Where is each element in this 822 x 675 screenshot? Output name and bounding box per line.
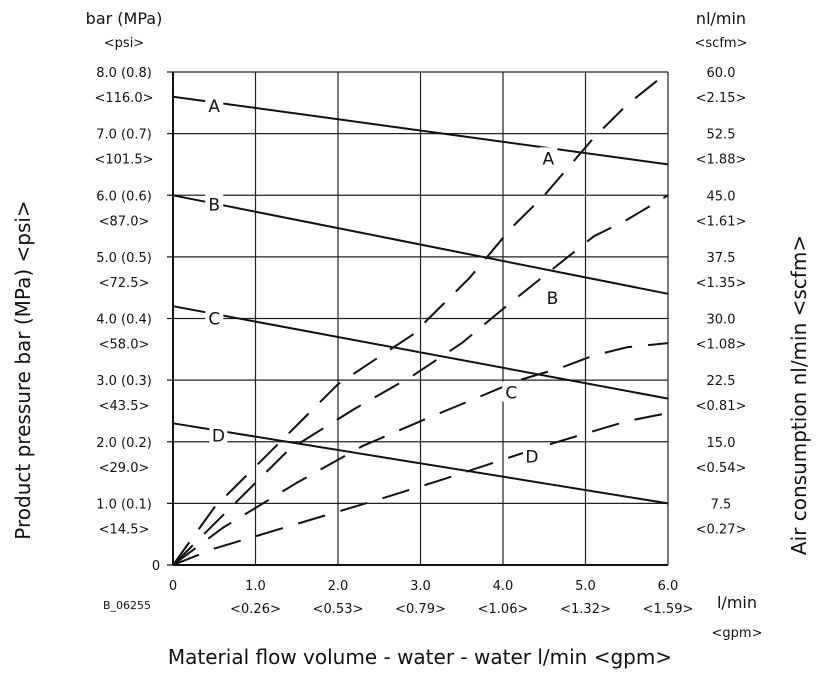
series-lines [172, 71, 669, 566]
series-label-air-consumption-d: D [525, 448, 538, 468]
series-label-pressure-d: D [212, 427, 225, 447]
x-tick-label: 3.0 [410, 579, 431, 594]
x-tick-label: 6.0 [658, 579, 679, 594]
series-label-air-consumption-a: A [543, 149, 555, 169]
series-line-air-consumption-b [172, 194, 669, 566]
series-line-air-consumption-a [172, 71, 669, 566]
right-tick-sublabel: <0.81> [696, 399, 747, 414]
right-tick-sublabel: <0.54> [696, 461, 747, 476]
right-axis-title: Air consumption nl/min <scfm> [787, 235, 811, 555]
left-axis-unit-primary: bar (MPa) [86, 9, 163, 28]
figure-id: B_06255 [103, 599, 151, 612]
left-tick-label: 7.0 (0.7) [96, 128, 152, 143]
left-axis-title: Product pressure bar (MPa) <psi> [11, 200, 35, 539]
grid-lines [173, 71, 669, 565]
series-line-pressure-b [172, 194, 669, 295]
right-tick-label: 45.0 [707, 189, 736, 204]
left-tick-sublabel: <72.5> [99, 276, 150, 291]
x-tick-sublabel: <0.26> [230, 602, 281, 617]
series-label-backdrop [205, 94, 224, 115]
x-tick-label: 0 [169, 579, 177, 594]
x-tick-label: 5.0 [575, 579, 596, 594]
series-label-backdrop [502, 381, 521, 402]
x-tick-sublabel: <0.79> [395, 602, 446, 617]
right-tick-sublabel: <1.35> [696, 276, 747, 291]
right-tick-label: 15.0 [707, 436, 736, 451]
series-label-pressure-a: A [208, 97, 220, 117]
x-tick-sublabel: <1.32> [560, 602, 611, 617]
series-line-air-consumption-d [172, 412, 669, 566]
series-label-air-consumption-c: C [505, 383, 517, 403]
x-tick-sublabel: <1.59> [643, 602, 694, 617]
left-tick-sublabel: <58.0> [99, 338, 150, 353]
left-tick-label: 2.0 (0.2) [96, 436, 152, 451]
left-tick-sublabel: <116.0> [94, 91, 153, 106]
left-tick-label: 1.0 (0.1) [96, 497, 152, 512]
series-label-backdrop [205, 193, 224, 214]
x-tick-label: 2.0 [328, 579, 349, 594]
series-label-backdrop [522, 445, 541, 466]
series-label-backdrop [205, 307, 224, 328]
right-axis-unit-secondary: <scfm> [695, 36, 748, 51]
right-tick-label: 37.5 [707, 251, 736, 266]
series-line-pressure-d [172, 422, 669, 505]
x-axis-title: Material flow volume - water - water l/m… [168, 645, 672, 669]
left-tick-sublabel: <43.5> [99, 399, 150, 414]
x-tick-label: 4.0 [493, 579, 514, 594]
right-tick-sublabel: <1.08> [696, 338, 747, 353]
right-tick-label: 60.0 [707, 66, 736, 81]
series-line-pressure-a [172, 95, 669, 166]
left-tick-label: 4.0 (0.4) [96, 313, 152, 328]
right-tick-label: 52.5 [707, 128, 736, 143]
right-tick-sublabel: <1.88> [696, 153, 747, 168]
right-tick-label: 30.0 [707, 313, 736, 328]
x-axis-unit-secondary: <gpm> [712, 626, 763, 641]
x-tick-label: 1.0 [245, 579, 266, 594]
left-axis-tick-labels: 0 1.0 (0.1) <14.5> 2.0 (0.2) <29.0> 3.0 (0.3)… [94, 66, 173, 574]
left-tick-label: 5.0 (0.5) [96, 251, 152, 266]
left-tick-sublabel: <14.5> [99, 522, 150, 537]
x-axis-tick-labels: 0 1.0 <0.26> 2.0 <0.53> 3.0 <0.79> 4.0 <1.06> 5.0… [169, 579, 694, 617]
left-tick-label: 3.0 (0.3) [96, 374, 152, 389]
x-axis-unit-primary: l/min [717, 593, 757, 612]
right-tick-sublabel: <0.27> [696, 522, 747, 537]
left-tick-sublabel: <87.0> [99, 214, 150, 229]
left-tick-label: 8.0 (0.8) [96, 66, 152, 81]
series-label-backdrop [539, 147, 558, 168]
series-label-backdrop [543, 286, 562, 307]
right-axis-tick-labels: 7.5 <0.27> 15.0 <0.54> 22.5 <0.81> 30.0 <1.08> 3… [696, 66, 747, 537]
series-line-pressure-c [172, 305, 669, 400]
left-tick-sublabel: <29.0> [99, 461, 150, 476]
right-tick-label: 22.5 [707, 374, 736, 389]
right-tick-label: 7.5 [711, 497, 732, 512]
x-tick-sublabel: <1.06> [478, 602, 529, 617]
right-tick-sublabel: <2.15> [696, 91, 747, 106]
left-tick-label: 6.0 (0.6) [96, 189, 152, 204]
series-labels: A B C D A B C D [205, 94, 562, 468]
series-label-backdrop [209, 424, 228, 445]
left-tick-label: 0 [152, 559, 160, 574]
series-label-pressure-b: B [208, 195, 220, 215]
right-axis-unit-primary: nl/min [696, 9, 746, 28]
series-label-pressure-c: C [208, 310, 220, 330]
left-axis-unit-secondary: <psi> [104, 36, 144, 51]
left-tick-sublabel: <101.5> [94, 153, 153, 168]
right-tick-sublabel: <1.61> [696, 214, 747, 229]
series-label-air-consumption-b: B [547, 289, 559, 309]
x-tick-sublabel: <0.53> [313, 602, 364, 617]
